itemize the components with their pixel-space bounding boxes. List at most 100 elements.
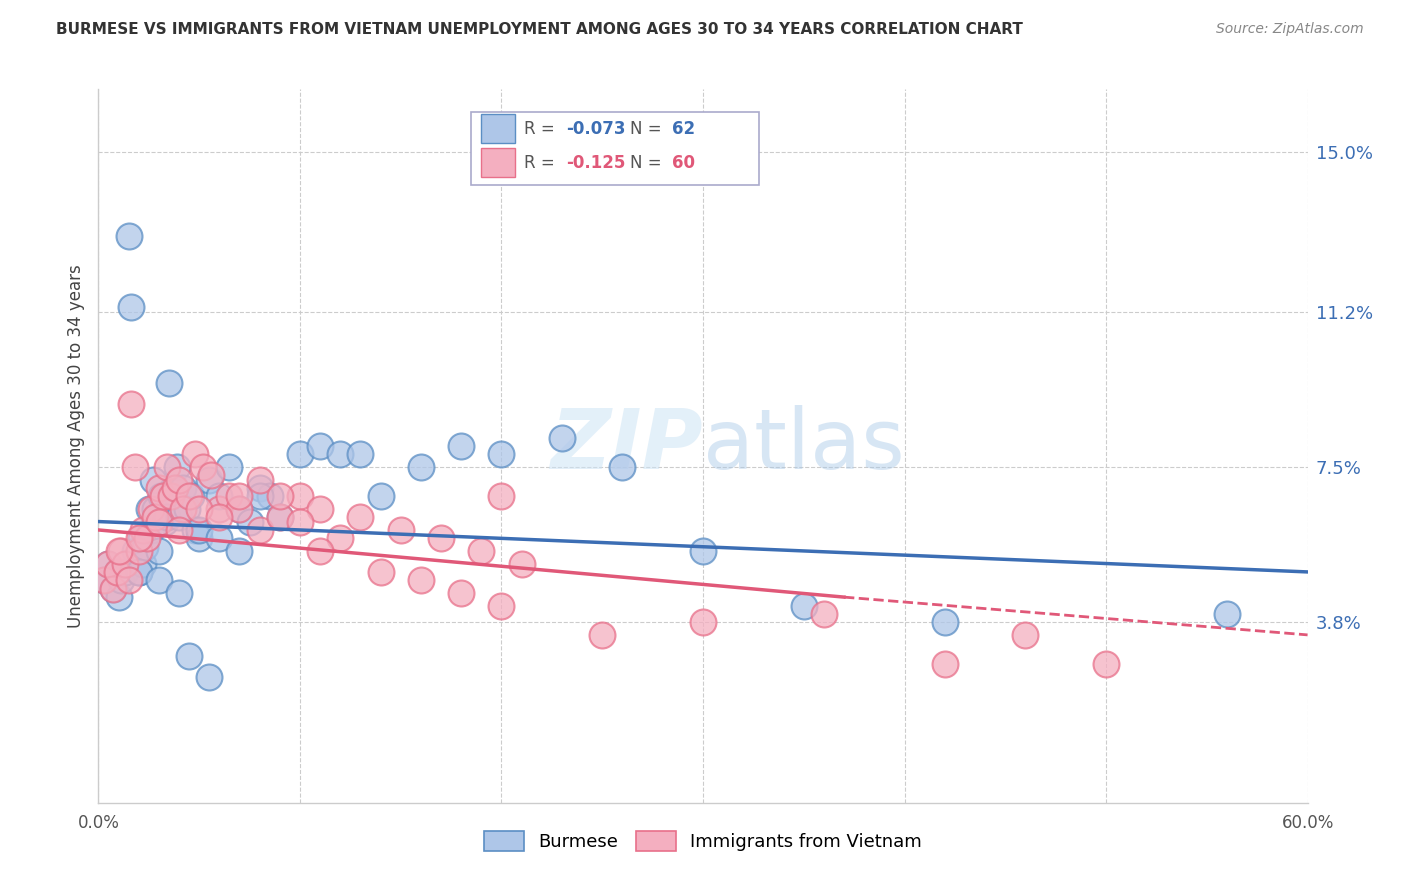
Point bbox=[218, 460, 240, 475]
Point bbox=[208, 532, 231, 546]
Text: 62: 62 bbox=[672, 120, 695, 138]
Point bbox=[1014, 628, 1036, 642]
Point bbox=[1095, 657, 1118, 672]
Text: Source: ZipAtlas.com: Source: ZipAtlas.com bbox=[1216, 22, 1364, 37]
Point bbox=[120, 301, 142, 315]
Point bbox=[148, 544, 170, 558]
Point bbox=[218, 489, 240, 503]
Point bbox=[491, 447, 513, 461]
Point bbox=[107, 544, 129, 558]
Point bbox=[288, 489, 311, 503]
Point bbox=[208, 489, 231, 503]
Point bbox=[166, 460, 188, 475]
Point bbox=[107, 590, 129, 604]
Point bbox=[167, 586, 190, 600]
Point bbox=[152, 489, 174, 503]
Point bbox=[184, 447, 207, 461]
Point bbox=[139, 523, 162, 537]
Point bbox=[124, 544, 146, 558]
Point bbox=[349, 447, 371, 461]
Text: R =: R = bbox=[524, 120, 561, 138]
Point bbox=[156, 460, 179, 475]
Point bbox=[288, 447, 311, 461]
Point bbox=[139, 502, 162, 516]
Point bbox=[132, 523, 155, 537]
Point bbox=[118, 574, 141, 588]
Point bbox=[269, 489, 291, 503]
Text: -0.125: -0.125 bbox=[567, 154, 626, 172]
Point bbox=[228, 502, 250, 516]
Point bbox=[172, 481, 194, 495]
Point bbox=[228, 502, 250, 516]
Point bbox=[198, 473, 221, 487]
Point bbox=[120, 397, 142, 411]
Point bbox=[118, 229, 141, 244]
Point bbox=[208, 510, 231, 524]
Point bbox=[156, 510, 179, 524]
Point bbox=[179, 489, 201, 503]
Point bbox=[793, 599, 815, 613]
Point bbox=[491, 599, 513, 613]
Point bbox=[370, 489, 392, 503]
Point bbox=[179, 648, 201, 663]
Text: atlas: atlas bbox=[703, 406, 904, 486]
Point bbox=[491, 489, 513, 503]
Point bbox=[149, 489, 172, 503]
Point bbox=[450, 439, 472, 453]
Point bbox=[167, 473, 190, 487]
Point bbox=[692, 544, 714, 558]
Point bbox=[188, 502, 211, 516]
Point bbox=[249, 481, 271, 495]
Point bbox=[176, 502, 198, 516]
Point bbox=[269, 510, 291, 524]
Point bbox=[132, 557, 155, 571]
Point bbox=[129, 532, 152, 546]
Point bbox=[269, 510, 291, 524]
Point bbox=[135, 532, 157, 546]
Text: -0.073: -0.073 bbox=[567, 120, 626, 138]
Point bbox=[114, 565, 136, 579]
Point bbox=[172, 502, 194, 516]
Point bbox=[591, 628, 613, 642]
Point bbox=[134, 540, 156, 554]
Point bbox=[510, 557, 533, 571]
Point bbox=[110, 544, 132, 558]
Point bbox=[160, 489, 183, 503]
Point bbox=[612, 460, 634, 475]
Point bbox=[105, 565, 128, 579]
Point bbox=[93, 574, 115, 588]
Point bbox=[188, 532, 211, 546]
Point bbox=[167, 523, 190, 537]
Point bbox=[389, 523, 412, 537]
Point bbox=[163, 481, 186, 495]
Point bbox=[157, 376, 180, 390]
Point bbox=[184, 523, 207, 537]
Point bbox=[128, 532, 150, 546]
Point bbox=[249, 489, 271, 503]
Point bbox=[114, 557, 136, 571]
Point bbox=[228, 489, 250, 503]
Point bbox=[349, 510, 371, 524]
Text: N =: N = bbox=[630, 154, 666, 172]
Point bbox=[430, 532, 453, 546]
Point bbox=[228, 544, 250, 558]
Point bbox=[110, 574, 132, 588]
Point bbox=[167, 510, 190, 524]
Point bbox=[105, 565, 128, 579]
Point bbox=[143, 502, 166, 516]
Point bbox=[128, 565, 150, 579]
Point bbox=[470, 544, 492, 558]
Point bbox=[208, 502, 231, 516]
Point bbox=[551, 431, 574, 445]
Point bbox=[329, 532, 352, 546]
Point bbox=[249, 473, 271, 487]
Point bbox=[934, 657, 956, 672]
Point bbox=[249, 523, 271, 537]
Point bbox=[409, 460, 432, 475]
Point bbox=[259, 489, 281, 503]
Point bbox=[309, 544, 332, 558]
Point bbox=[148, 481, 170, 495]
Text: R =: R = bbox=[524, 154, 561, 172]
Point bbox=[128, 565, 150, 579]
Point bbox=[153, 515, 176, 529]
